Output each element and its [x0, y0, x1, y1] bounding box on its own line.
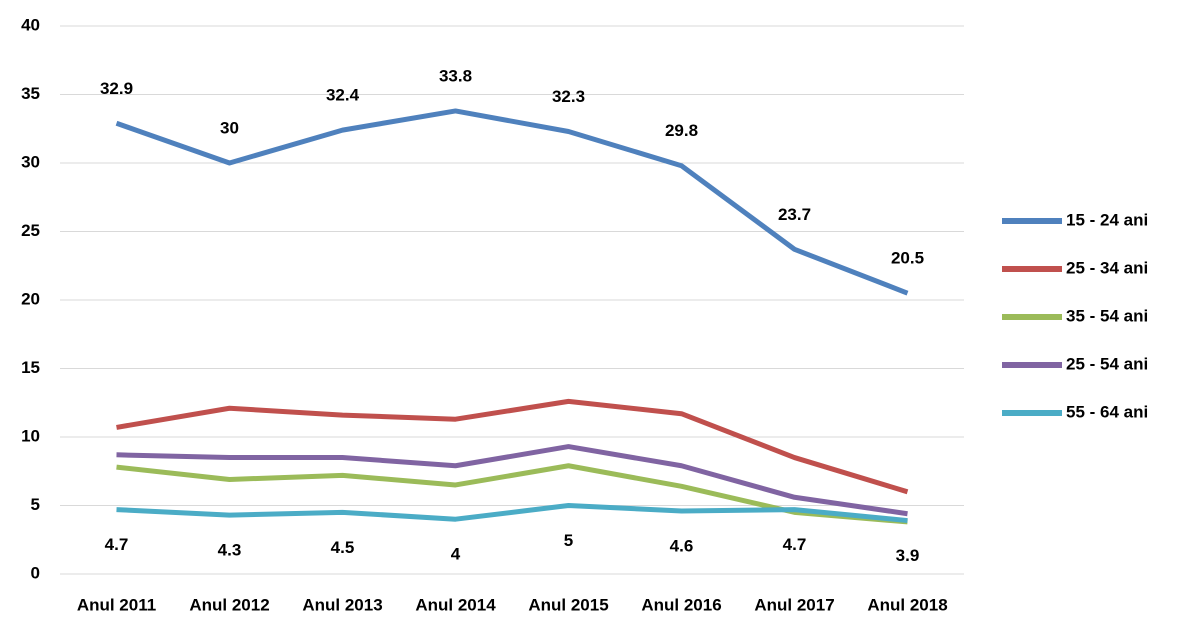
y-tick-label: 25	[21, 221, 40, 240]
x-tick-label: Anul 2013	[302, 595, 382, 614]
series-line	[115, 108, 909, 296]
data-label: 4.7	[105, 535, 129, 554]
x-tick-label: Anul 2014	[415, 595, 496, 614]
legend-label: 25 - 54 ani	[1066, 354, 1148, 373]
series-line	[116, 503, 908, 524]
data-label: 4.7	[783, 535, 807, 554]
y-tick-label: 15	[21, 358, 40, 377]
x-tick-label: Anul 2018	[867, 595, 947, 614]
y-tick-label: 35	[21, 84, 40, 103]
y-tick-label: 10	[21, 426, 40, 445]
data-label: 4	[451, 545, 461, 564]
legend-label: 35 - 54 ani	[1066, 306, 1148, 325]
series-line	[116, 398, 909, 495]
y-tick-label: 5	[31, 495, 40, 514]
data-label: 3.9	[896, 546, 920, 565]
legend-label: 15 - 24 ani	[1066, 210, 1148, 229]
data-label: 33.8	[439, 66, 472, 85]
data-label: 4.3	[218, 541, 242, 560]
series-line	[116, 444, 908, 517]
data-label: 4.5	[331, 538, 355, 557]
data-label: 32.4	[326, 86, 360, 105]
y-tick-label: 20	[21, 289, 40, 308]
x-tick-label: Anul 2012	[189, 595, 269, 614]
data-label: 29.8	[665, 121, 698, 140]
legend-label: 55 - 64 ani	[1066, 402, 1148, 421]
y-tick-label: 0	[31, 563, 40, 582]
legend-label: 25 - 34 ani	[1066, 258, 1148, 277]
data-label: 23.7	[778, 205, 811, 224]
data-label: 32.3	[552, 87, 585, 106]
y-tick-label: 40	[21, 15, 40, 34]
data-label: 30	[220, 118, 239, 137]
data-label: 20.5	[891, 249, 924, 268]
data-label: 32.9	[100, 79, 133, 98]
data-label: 4.6	[670, 536, 694, 555]
x-tick-label: Anul 2017	[754, 595, 834, 614]
x-tick-label: Anul 2016	[641, 595, 721, 614]
x-tick-label: Anul 2015	[528, 595, 608, 614]
y-tick-label: 30	[21, 152, 40, 171]
x-tick-label: Anul 2011	[77, 595, 156, 614]
data-label: 5	[564, 531, 573, 550]
